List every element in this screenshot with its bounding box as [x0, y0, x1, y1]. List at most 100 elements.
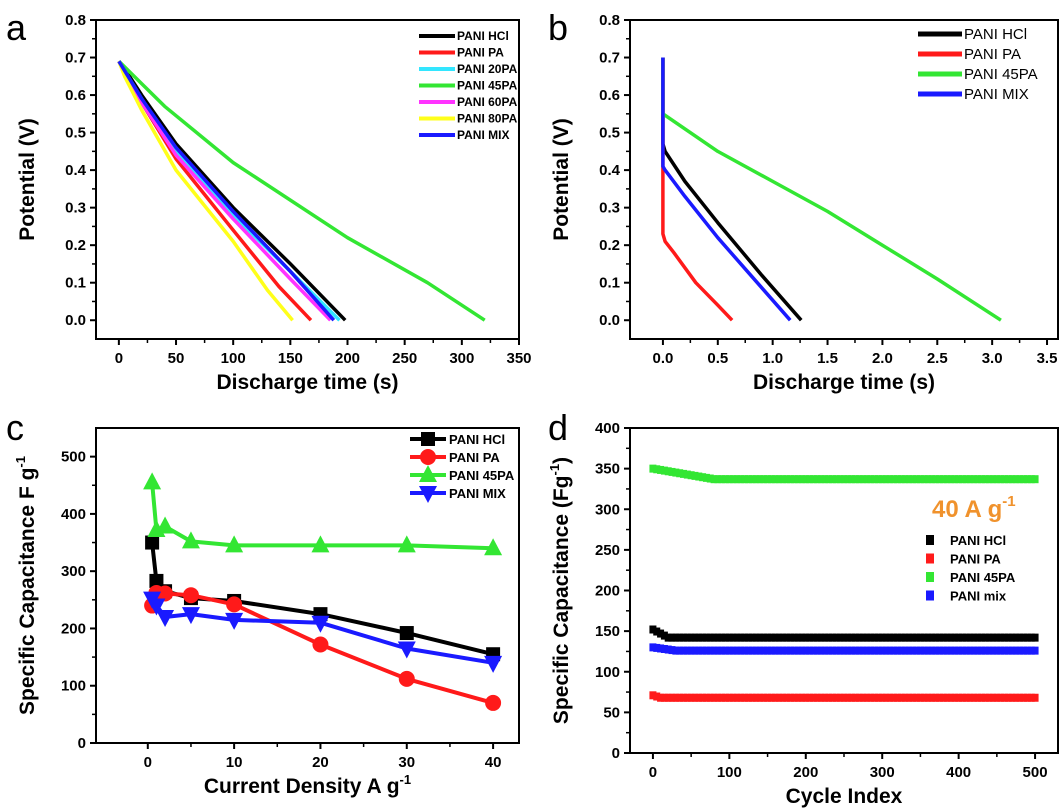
data-point — [836, 646, 844, 655]
data-point — [897, 633, 905, 642]
data-point — [1008, 693, 1016, 702]
data-point — [657, 629, 665, 638]
data-point — [832, 475, 840, 484]
data-point — [859, 646, 867, 655]
series-line-pani-mix — [661, 57, 792, 322]
data-point — [1023, 475, 1031, 484]
y-tick-label: 0 — [612, 745, 620, 762]
data-point — [1012, 633, 1020, 642]
data-point — [756, 633, 764, 642]
data-point — [802, 475, 810, 484]
plot-frame — [95, 19, 520, 340]
data-point — [806, 693, 814, 702]
data-point — [1023, 633, 1031, 642]
data-point — [710, 475, 718, 484]
data-point — [920, 693, 928, 702]
data-point — [951, 475, 959, 484]
data-point — [821, 633, 829, 642]
data-point — [653, 627, 661, 636]
data-point — [997, 693, 1005, 702]
data-point — [905, 475, 913, 484]
data-point — [741, 633, 749, 642]
series-line-pani-45pa — [117, 60, 486, 322]
data-point — [485, 694, 502, 711]
data-point — [916, 633, 924, 642]
legend-label: PANI HCl — [950, 533, 1006, 548]
data-point — [737, 475, 745, 484]
legend-marker — [421, 432, 435, 446]
data-point — [947, 475, 955, 484]
data-point — [928, 646, 936, 655]
data-point — [1008, 646, 1016, 655]
y-axis-label: Potential (V) — [16, 118, 39, 241]
y-tick-label: 0.8 — [599, 12, 620, 29]
data-point — [779, 693, 787, 702]
data-point — [958, 633, 966, 642]
data-point — [779, 475, 787, 484]
data-point — [825, 475, 833, 484]
data-point — [691, 471, 699, 480]
data-point — [771, 646, 779, 655]
data-point — [985, 693, 993, 702]
data-point — [1031, 646, 1039, 655]
data-point — [920, 646, 928, 655]
data-point — [989, 646, 997, 655]
data-point — [981, 693, 989, 702]
data-point — [886, 633, 894, 642]
data-point — [817, 475, 825, 484]
data-point — [748, 646, 756, 655]
data-point — [829, 693, 837, 702]
data-point — [767, 646, 775, 655]
data-point — [928, 633, 936, 642]
y-tick-label: 0.0 — [65, 312, 86, 329]
data-point — [737, 633, 745, 642]
data-point — [691, 633, 699, 642]
data-point — [848, 475, 856, 484]
data-point — [672, 468, 680, 477]
data-point — [882, 475, 890, 484]
data-point — [722, 633, 730, 642]
x-tick-label: 50 — [168, 350, 185, 367]
data-point — [775, 475, 783, 484]
data-point — [943, 646, 951, 655]
data-point — [913, 646, 921, 655]
data-point — [985, 646, 993, 655]
data-point — [1004, 693, 1012, 702]
data-point — [806, 646, 814, 655]
data-point — [901, 646, 909, 655]
data-point — [970, 693, 978, 702]
data-point — [691, 646, 699, 655]
data-point — [970, 633, 978, 642]
y-axis-label-superscript: -1 — [13, 456, 28, 468]
legend-label: PANI MIX — [449, 486, 506, 501]
x-tick-label: 400 — [946, 764, 971, 781]
data-point — [863, 633, 871, 642]
data-point — [748, 693, 756, 702]
y-tick-label: 0.1 — [65, 275, 86, 292]
data-point — [1027, 693, 1035, 702]
data-point — [966, 693, 974, 702]
data-point — [1004, 475, 1012, 484]
data-point — [928, 693, 936, 702]
data-point — [813, 475, 821, 484]
data-point — [714, 693, 722, 702]
data-point — [695, 472, 703, 481]
data-point — [955, 475, 963, 484]
data-point — [947, 633, 955, 642]
data-point — [1027, 475, 1035, 484]
data-point — [867, 693, 875, 702]
data-point — [974, 475, 982, 484]
data-point — [966, 633, 974, 642]
data-point — [710, 633, 718, 642]
y-tick-label: 400 — [595, 420, 620, 437]
data-point — [653, 692, 661, 701]
data-point — [832, 693, 840, 702]
data-point — [764, 633, 772, 642]
y-tick-label: 150 — [595, 623, 620, 640]
data-point — [729, 633, 737, 642]
data-point — [687, 633, 695, 642]
legend-label: PANI MIX — [457, 128, 509, 142]
data-point — [741, 693, 749, 702]
data-point — [924, 646, 932, 655]
